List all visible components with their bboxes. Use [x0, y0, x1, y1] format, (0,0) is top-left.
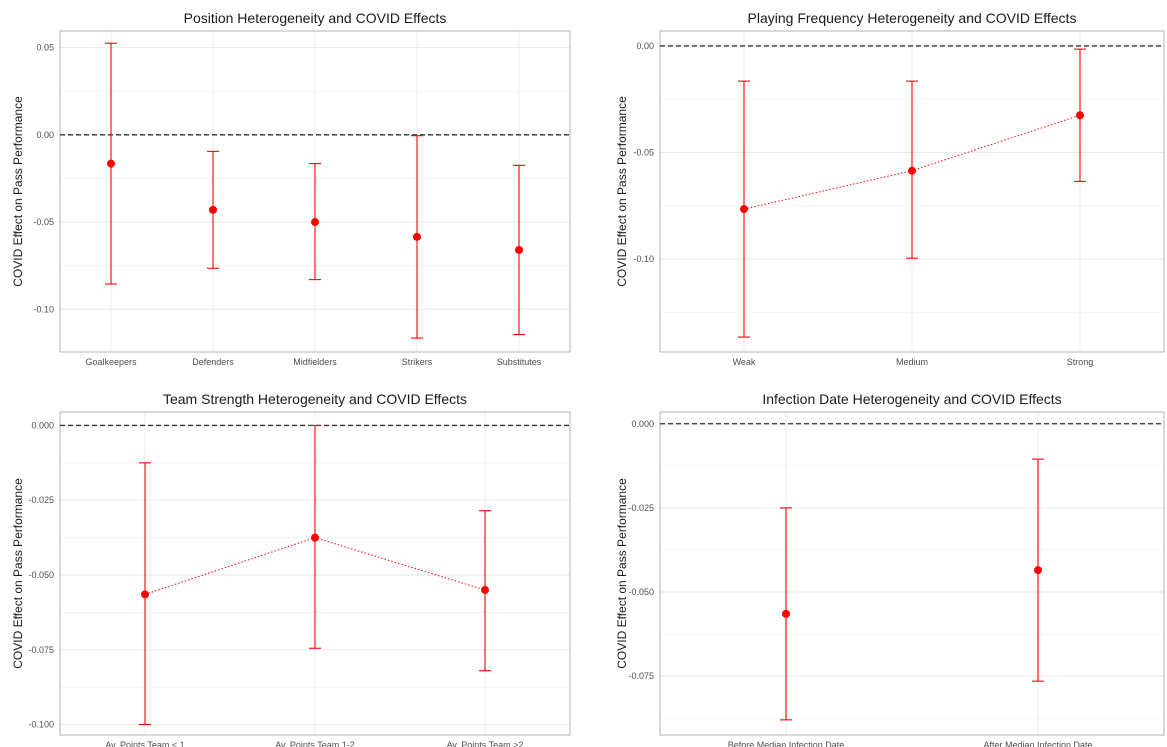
y-tick-label: -0.075 — [28, 645, 54, 655]
chart-panel-1: 0.05 0.00 -0.05 -0.10 Goalkeepers Defenders Mi… — [11, 10, 571, 367]
point-estimate-1 — [107, 159, 115, 168]
y-tick-label: 0.000 — [31, 420, 54, 430]
x-tick-label: Av. Points Team 1-2 — [275, 740, 355, 747]
y-axis-label: COVID Effect on Pass Performance — [615, 478, 629, 669]
x-tick-label: Defenders — [192, 357, 234, 367]
y-tick-label: 0.00 — [636, 41, 654, 51]
y-tick-label: -0.10 — [633, 254, 654, 264]
y-axis-label: COVID Effect on Pass Performance — [615, 96, 629, 287]
chart-panel-2: 0.00 -0.05 -0.10 Weak Medium Strong Playing Fr… — [615, 10, 1165, 367]
point-estimate-3 — [481, 585, 489, 594]
panel-border — [59, 30, 571, 353]
y-tick-label: -0.050 — [628, 587, 654, 597]
point-estimate-3 — [311, 218, 319, 227]
chart-title: Infection Date Heterogeneity and COVID E… — [762, 391, 1061, 407]
y-tick-label: 0.05 — [36, 43, 54, 53]
chart-panel-3: 0.000 -0.025 -0.050 -0.075 -0.100 Av. Points … — [11, 391, 571, 747]
point-estimate-5 — [515, 245, 523, 254]
x-tick-label: Strikers — [402, 357, 433, 367]
y-tick-label: -0.025 — [628, 503, 654, 513]
point-estimate-2 — [209, 205, 217, 214]
point-estimate-1 — [782, 609, 790, 618]
x-tick-label: Av. Points Team >2 — [447, 740, 524, 747]
y-tick-label: -0.050 — [28, 570, 54, 580]
y-axis-label: COVID Effect on Pass Performance — [11, 96, 25, 287]
chart-title: Playing Frequency Heterogeneity and COVI… — [748, 10, 1077, 26]
point-estimate-2 — [311, 533, 319, 542]
y-tick-label: 0.000 — [631, 419, 654, 429]
chart-panel-4: 0.000 -0.025 -0.050 -0.075 Before Median Inf… — [615, 391, 1165, 747]
panel-border — [659, 411, 1165, 736]
x-tick-label: Goalkeepers — [85, 357, 137, 367]
point-estimate-1 — [740, 205, 748, 214]
point-estimate-1 — [141, 590, 149, 599]
panel-border — [659, 30, 1165, 353]
chart-title: Position Heterogeneity and COVID Effects — [184, 10, 447, 26]
x-tick-label: Strong — [1067, 357, 1094, 367]
x-tick-label: After Median Infection Date — [983, 740, 1092, 747]
panel-border — [59, 411, 571, 736]
x-tick-label: Midfielders — [293, 357, 337, 367]
point-estimate-2 — [908, 166, 916, 175]
point-estimate-2 — [1034, 566, 1042, 575]
x-tick-label: Av. Points Team < 1 — [105, 740, 184, 747]
y-tick-label: -0.075 — [628, 671, 654, 681]
y-axis-label: COVID Effect on Pass Performance — [11, 478, 25, 669]
y-tick-label: -0.05 — [33, 217, 54, 227]
y-tick-label: -0.10 — [33, 304, 54, 314]
x-tick-label: Weak — [733, 357, 756, 367]
x-tick-label: Substitutes — [497, 357, 542, 367]
y-tick-label: -0.025 — [28, 495, 54, 505]
x-tick-label: Medium — [896, 357, 928, 367]
point-estimate-4 — [413, 232, 421, 241]
y-tick-label: 0.00 — [36, 130, 54, 140]
y-tick-label: -0.05 — [633, 148, 654, 158]
x-tick-label: Before Median Infection Date — [728, 740, 845, 747]
y-tick-label: -0.100 — [28, 720, 54, 730]
point-estimate-3 — [1076, 111, 1084, 120]
chart-title: Team Strength Heterogeneity and COVID Ef… — [163, 391, 467, 407]
